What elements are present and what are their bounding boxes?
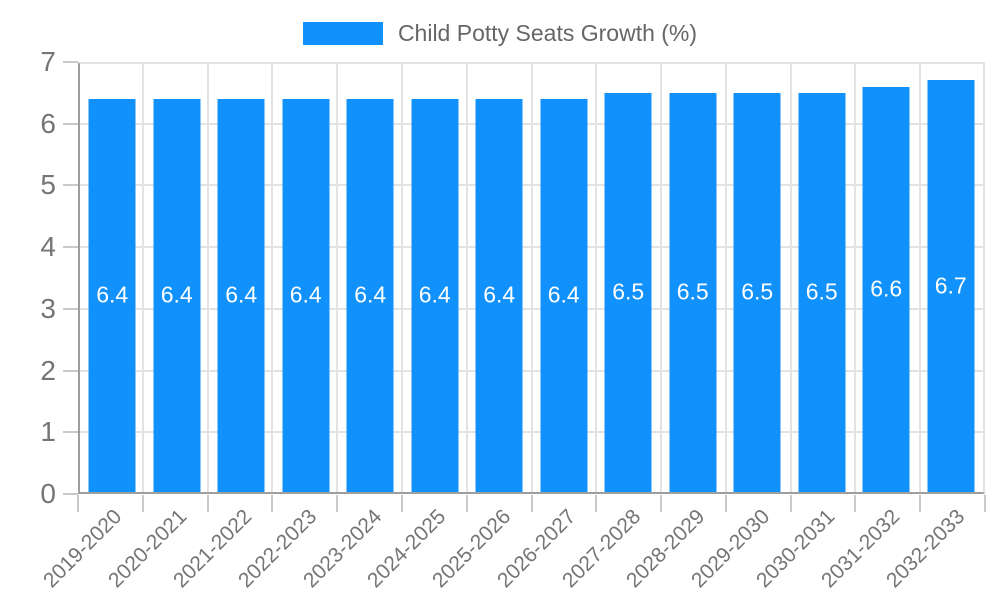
bar: 6.4 bbox=[475, 98, 523, 492]
bar-value-label: 6.4 bbox=[160, 281, 193, 308]
x-tick-mark bbox=[206, 495, 209, 512]
y-axis-label: 5 bbox=[40, 169, 56, 201]
bar-value-label: 6.4 bbox=[96, 281, 129, 308]
vertical-gridline bbox=[206, 64, 209, 492]
y-tick-mark bbox=[63, 61, 78, 63]
bar-value-label: 6.4 bbox=[225, 281, 258, 308]
vertical-gridline bbox=[336, 64, 339, 492]
bar-value-label: 6.5 bbox=[612, 278, 645, 305]
bar: 6.4 bbox=[411, 98, 459, 492]
bar-slot: 6.4 bbox=[338, 64, 403, 492]
bar-value-label: 6.4 bbox=[289, 281, 322, 308]
y-tick-mark bbox=[63, 431, 78, 434]
bar: 6.4 bbox=[346, 98, 394, 492]
bar-value-label: 6.4 bbox=[547, 281, 580, 308]
x-tick-mark bbox=[919, 495, 922, 512]
bar-value-label: 6.6 bbox=[870, 275, 903, 302]
bar-value-label: 6.5 bbox=[741, 278, 774, 305]
vertical-gridline bbox=[400, 64, 403, 492]
bar-slot: 6.4 bbox=[403, 64, 468, 492]
x-tick-mark bbox=[77, 495, 79, 512]
y-tick-mark bbox=[63, 246, 78, 249]
bar: 6.4 bbox=[153, 98, 201, 492]
bar: 6.4 bbox=[217, 98, 265, 492]
x-tick-mark bbox=[141, 495, 144, 512]
legend: Child Potty Seats Growth (%) bbox=[0, 20, 1000, 47]
bar-slot: 6.4 bbox=[80, 64, 145, 492]
bar-slot: 6.5 bbox=[790, 64, 855, 492]
vertical-gridline bbox=[789, 64, 792, 492]
bar-slot: 6.5 bbox=[661, 64, 726, 492]
x-tick-mark bbox=[789, 495, 792, 512]
bar-value-label: 6.5 bbox=[805, 278, 838, 305]
bar: 6.7 bbox=[927, 80, 975, 492]
x-tick-mark bbox=[530, 495, 533, 512]
x-tick-mark bbox=[271, 495, 274, 512]
bar-value-label: 6.4 bbox=[483, 281, 516, 308]
x-tick-mark bbox=[724, 495, 727, 512]
bar-value-label: 6.4 bbox=[354, 281, 387, 308]
vertical-gridline bbox=[595, 64, 598, 492]
bar: 6.4 bbox=[282, 98, 330, 492]
bar: 6.6 bbox=[862, 86, 910, 492]
bars-layer: 6.4 6.4 6.4 6.4 6.4 6.4 6.4 6.4 6.5 6.5 6.5 6.5 6.6 6… bbox=[80, 64, 983, 492]
y-axis-label: 1 bbox=[40, 416, 56, 448]
bar: 6.5 bbox=[798, 92, 846, 492]
legend-swatch bbox=[302, 22, 383, 45]
x-tick-mark bbox=[336, 495, 339, 512]
bar-slot: 6.4 bbox=[145, 64, 210, 492]
legend-title: Child Potty Seats Growth (%) bbox=[397, 20, 698, 46]
x-tick-mark bbox=[595, 495, 598, 512]
bar-slot: 6.4 bbox=[532, 64, 597, 492]
bar-slot: 6.4 bbox=[467, 64, 532, 492]
bar: 6.5 bbox=[604, 92, 652, 492]
y-tick-mark bbox=[63, 493, 78, 495]
x-tick-mark bbox=[465, 495, 468, 512]
bar: 6.4 bbox=[540, 98, 588, 492]
y-axis-label: 2 bbox=[40, 354, 56, 386]
bar-slot: 6.6 bbox=[854, 64, 919, 492]
x-tick-mark bbox=[854, 495, 857, 512]
plot-area: 6.4 6.4 6.4 6.4 6.4 6.4 6.4 6.4 6.5 6.5 6.5 6.5 6.6 6… bbox=[78, 62, 985, 494]
x-tick-mark bbox=[400, 495, 403, 512]
bar: 6.4 bbox=[88, 98, 136, 492]
x-tick-mark bbox=[984, 495, 986, 512]
y-axis-label: 6 bbox=[40, 107, 56, 139]
vertical-gridline bbox=[271, 64, 274, 492]
bar-slot: 6.7 bbox=[919, 64, 984, 492]
bar: 6.5 bbox=[733, 92, 781, 492]
y-axis-label: 0 bbox=[40, 478, 56, 509]
bar-slot: 6.4 bbox=[274, 64, 339, 492]
vertical-gridline bbox=[530, 64, 533, 492]
y-tick-mark bbox=[63, 184, 78, 187]
bar: 6.5 bbox=[669, 92, 717, 492]
bar-value-label: 6.5 bbox=[676, 278, 709, 305]
bar-slot: 6.5 bbox=[725, 64, 790, 492]
y-tick-mark bbox=[63, 369, 78, 372]
vertical-gridline bbox=[724, 64, 727, 492]
y-axis-label: 7 bbox=[40, 46, 56, 77]
vertical-gridline bbox=[919, 64, 922, 492]
y-tick-mark bbox=[63, 122, 78, 125]
vertical-gridline bbox=[141, 64, 144, 492]
y-axis-label: 4 bbox=[40, 231, 56, 263]
bar-slot: 6.5 bbox=[596, 64, 661, 492]
bar-value-label: 6.7 bbox=[934, 272, 967, 299]
y-axis-label: 3 bbox=[40, 292, 56, 324]
y-tick-mark bbox=[63, 307, 78, 310]
x-tick-mark bbox=[660, 495, 663, 512]
bar-value-label: 6.4 bbox=[418, 281, 451, 308]
vertical-gridline bbox=[660, 64, 663, 492]
vertical-gridline bbox=[854, 64, 857, 492]
bar-slot: 6.4 bbox=[209, 64, 274, 492]
vertical-gridline bbox=[465, 64, 468, 492]
